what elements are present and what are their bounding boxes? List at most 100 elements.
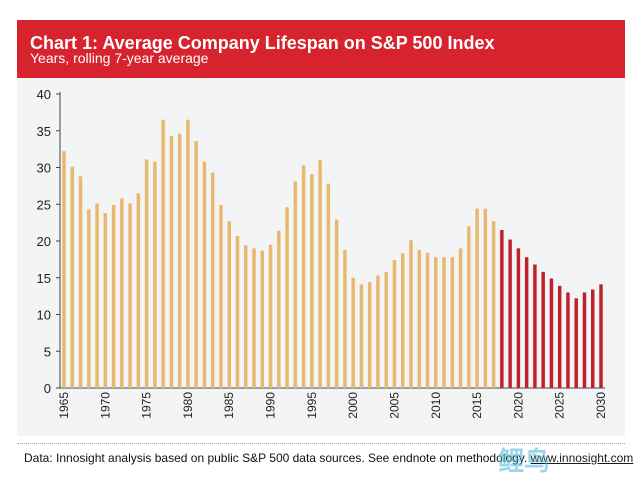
plot-panel: 0 5 10 15 20 25 30 35 40 1965 1970 1975 1980 1985 1990… xyxy=(17,78,625,436)
bar xyxy=(434,257,438,388)
bar xyxy=(252,248,256,388)
bar xyxy=(450,257,455,388)
x-tick-label: 2025 xyxy=(553,392,567,419)
bar xyxy=(128,203,132,388)
bar xyxy=(351,277,355,388)
bar xyxy=(111,204,116,388)
bar xyxy=(557,285,562,388)
x-tick-label: 1990 xyxy=(264,392,278,419)
bar xyxy=(400,253,405,388)
bar xyxy=(285,207,289,388)
bar xyxy=(334,219,339,388)
bar xyxy=(318,160,322,388)
footnote-text: Data: Innosight analysis based on public… xyxy=(24,451,528,465)
bar xyxy=(533,264,537,388)
x-tick-label: 1970 xyxy=(98,392,112,419)
bar xyxy=(376,275,380,388)
bar xyxy=(153,161,157,388)
bar xyxy=(78,176,83,388)
x-tick-label: 1985 xyxy=(222,392,236,419)
bar xyxy=(467,226,471,388)
x-tick-label: 2010 xyxy=(429,392,443,419)
bar xyxy=(210,172,215,388)
bar xyxy=(169,135,174,388)
bar xyxy=(549,278,554,388)
bar xyxy=(516,248,521,388)
y-tick-label: 40 xyxy=(37,87,51,102)
bar xyxy=(177,133,182,388)
bar xyxy=(591,289,595,388)
footnote-divider xyxy=(17,443,625,444)
y-tick-label: 25 xyxy=(37,197,51,212)
bar xyxy=(483,208,488,388)
x-tick-label: 2020 xyxy=(511,392,525,419)
x-tick-label: 2005 xyxy=(387,392,401,419)
bar xyxy=(384,271,388,388)
bar xyxy=(566,292,570,388)
bar xyxy=(202,161,207,388)
y-tick-label: 0 xyxy=(44,381,51,396)
source-link[interactable]: www.innosight.com xyxy=(530,451,634,465)
bar xyxy=(136,193,141,388)
bar xyxy=(219,204,223,388)
y-tick-label: 5 xyxy=(44,344,51,359)
bar xyxy=(343,249,347,388)
bar xyxy=(417,249,421,388)
bar xyxy=(500,229,504,388)
bar xyxy=(268,244,273,388)
bar xyxy=(62,151,66,388)
x-tick-label: 2000 xyxy=(346,392,360,419)
bar xyxy=(425,252,430,388)
y-tick-label: 15 xyxy=(37,271,51,286)
bar xyxy=(508,239,512,388)
bar xyxy=(367,282,372,388)
bar xyxy=(87,209,91,388)
bar xyxy=(524,257,529,388)
y-tick-label: 30 xyxy=(37,161,51,176)
bar xyxy=(442,257,446,388)
watermark-logo: 鲤鸟 xyxy=(498,446,551,476)
bar xyxy=(194,141,198,388)
x-tick-label: 1980 xyxy=(181,392,195,419)
bar xyxy=(70,166,74,388)
x-tick-label: 2015 xyxy=(470,392,484,419)
x-tick-label: 1975 xyxy=(140,392,154,419)
bar xyxy=(260,250,265,388)
bar xyxy=(244,245,248,388)
bar xyxy=(293,181,298,388)
bar xyxy=(359,284,364,388)
bar xyxy=(458,248,463,388)
y-tick-label: 20 xyxy=(37,234,51,249)
bar xyxy=(120,198,124,388)
y-tick-label: 10 xyxy=(37,308,51,323)
bar xyxy=(392,260,397,388)
bar xyxy=(326,183,331,388)
bar xyxy=(186,119,190,388)
bar xyxy=(491,221,496,388)
chart-header xyxy=(17,20,625,78)
x-tick-label: 1965 xyxy=(57,392,71,419)
x-tick-label: 1995 xyxy=(305,392,319,419)
bar xyxy=(103,213,108,388)
chart-title: Chart 1: Average Company Lifespan on S&P… xyxy=(30,33,495,53)
bar xyxy=(541,271,545,388)
bar xyxy=(599,284,603,388)
bar xyxy=(574,298,578,388)
bar xyxy=(409,240,413,388)
bar xyxy=(161,119,165,388)
bar xyxy=(301,165,306,388)
bar xyxy=(582,292,587,388)
bar xyxy=(227,221,231,388)
bar xyxy=(235,235,240,388)
chart-subtitle: Years, rolling 7-year average xyxy=(30,50,209,66)
bar xyxy=(277,230,281,388)
bar xyxy=(144,159,149,388)
bar xyxy=(95,203,99,388)
footnote: Data: Innosight analysis based on public… xyxy=(24,451,633,465)
y-tick-label: 35 xyxy=(37,124,51,139)
x-tick-label: 2030 xyxy=(594,392,608,419)
bar xyxy=(475,208,479,388)
bar xyxy=(310,174,314,388)
